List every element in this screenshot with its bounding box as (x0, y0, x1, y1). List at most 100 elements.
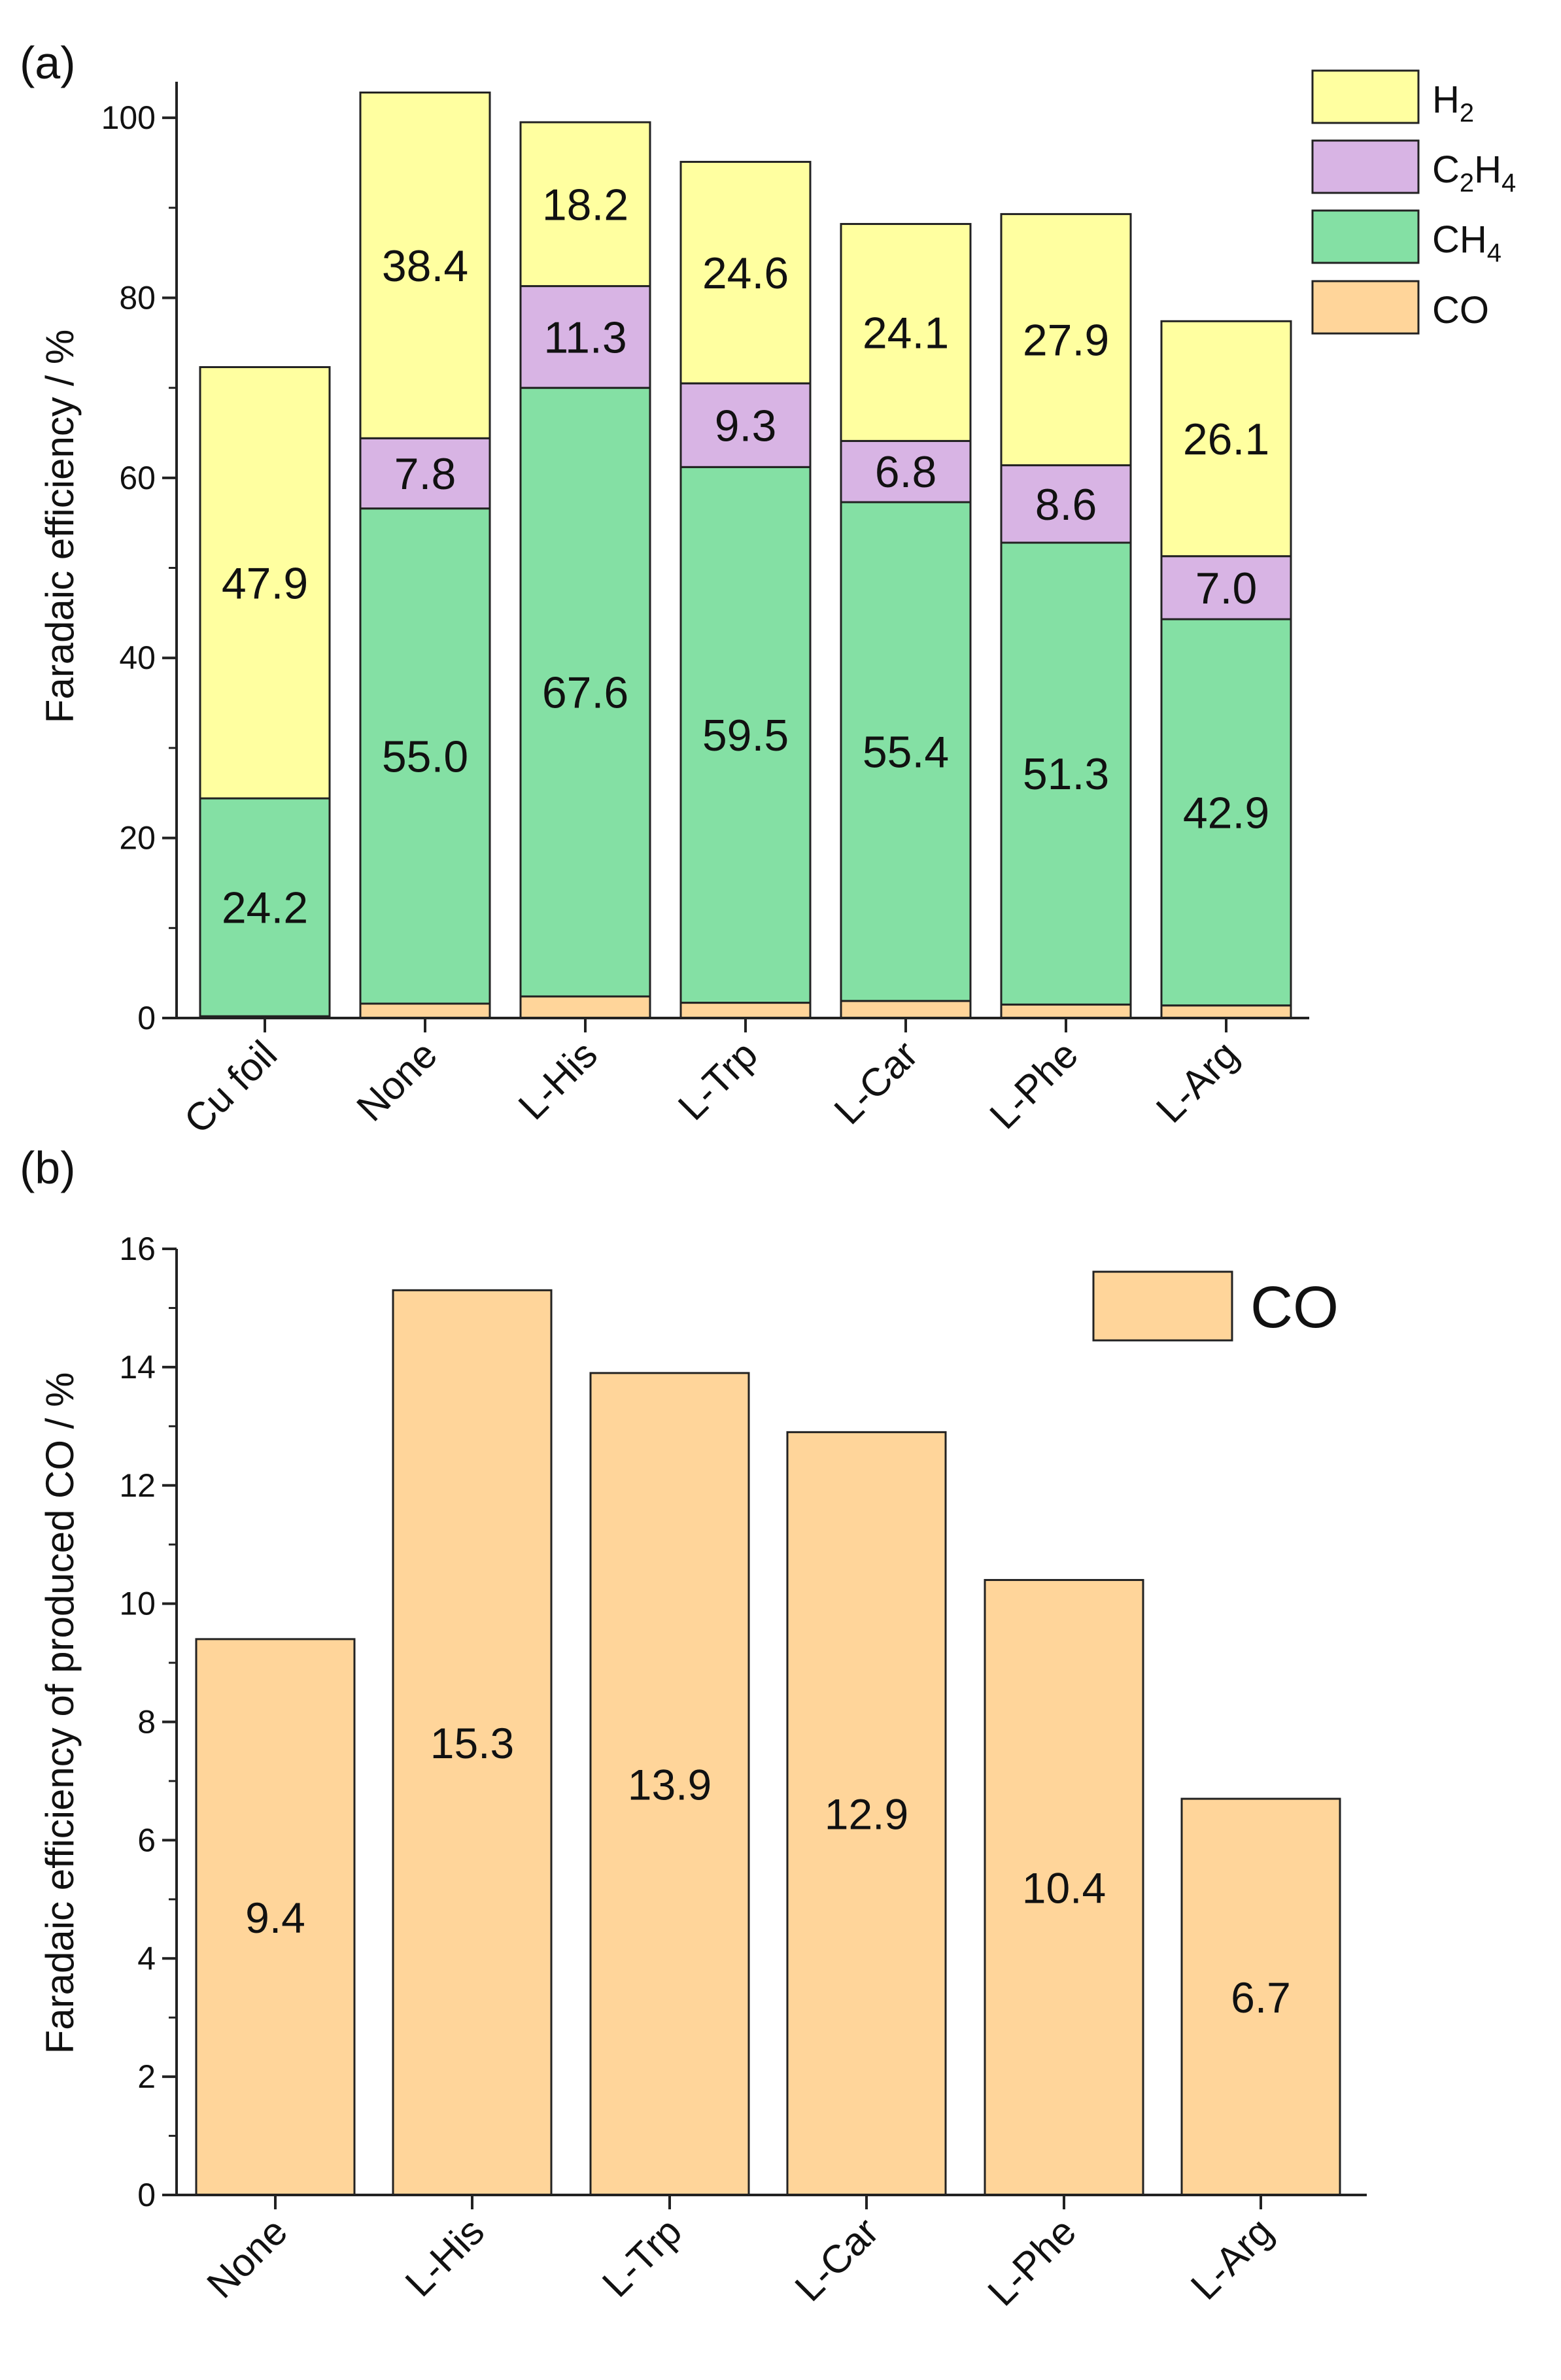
panel-a-y-tick-label: 60 (119, 460, 156, 496)
bar-co-l-car (786, 1431, 947, 2196)
bar-c2h4-l-his (519, 285, 651, 389)
panel-b-y-ticks: 0 2 4 6 8 10 12 14 16 (119, 1231, 177, 2213)
data-label-c2h4-l-car: 6.8 (875, 447, 937, 497)
data-label-h2-l-car: 24.1 (863, 308, 949, 358)
bar-co-l-car (840, 1000, 972, 1019)
panel-a-y-ticks: 0 20 40 60 80 100 (101, 99, 177, 1036)
bar-co-l-arg (1180, 1797, 1341, 2196)
panel-b-y-tick-label: 0 (137, 2177, 156, 2213)
panel-a-x-tick-label-l-car: L-Car (826, 1032, 926, 1132)
data-label-h2-none: 38.4 (382, 241, 468, 291)
bar-h2-l-his (519, 121, 651, 288)
data-label-h2-l-trp: 24.6 (702, 248, 789, 298)
panel-b-x-tick-label-l-arg: L-Arg (1182, 2209, 1281, 2308)
bar-co-l-his (392, 1289, 553, 2196)
bar-h2-l-arg (1160, 320, 1292, 558)
bar-ch4-l-arg (1160, 618, 1292, 1007)
bar-co-none (195, 1638, 356, 2196)
panel-b-y-tick-label: 14 (119, 1349, 156, 1386)
panel-b-y-tick-label: 10 (119, 1586, 156, 1622)
data-label-ch4-l-arg: 42.9 (1183, 788, 1269, 838)
panel-a-y-tick-label: 80 (119, 279, 156, 316)
panel-b-data-labels: 9.4 15.3 13.9 12.9 10.4 6.7 (245, 1719, 1291, 2022)
bar-co-none (359, 1002, 491, 1019)
data-label-co-l-phe: 10.4 (1022, 1864, 1106, 1912)
legend-swatch-co-b (1092, 1270, 1233, 1342)
bar-h2-l-phe (1000, 212, 1132, 467)
panel-b-label: (b) (20, 1142, 76, 1193)
data-label-ch4-l-car: 55.4 (863, 727, 949, 777)
panel-a-y-axis-title: Faradaic efficiency / % (38, 330, 82, 724)
data-label-c2h4-l-phe: 8.6 (1035, 480, 1097, 530)
data-label-ch4-none: 55.0 (382, 732, 468, 781)
panel-b-x-tick-label-none: None (198, 2209, 296, 2307)
data-label-co-l-car: 12.9 (825, 1790, 908, 1839)
legend-label-ch4: CH4 (1432, 218, 1501, 267)
panel-b-y-tick-label: 2 (137, 2058, 156, 2095)
panel-a-bars (199, 92, 1292, 1019)
panel-b-legend: CO (1092, 1270, 1339, 1342)
data-label-h2-cu-foil: 47.9 (222, 558, 308, 608)
data-label-h2-l-phe: 27.9 (1023, 315, 1109, 365)
bar-ch4-l-his (519, 386, 651, 998)
panel-a: (a) Faradaic efficiency / % 24.2 55.0 67.6… (20, 37, 1516, 1142)
data-label-c2h4-none: 7.8 (394, 449, 456, 499)
legend-label-c2h4: C2H4 (1432, 148, 1516, 197)
legend-swatch-co (1311, 280, 1420, 335)
panel-a-x-tick-label-l-trp: L-Trp (670, 1032, 766, 1129)
panel-a-x-tick-label-cu-foil: Cu foil (176, 1032, 286, 1142)
panel-a-x-tick-label-l-phe: L-Phe (982, 1032, 1087, 1138)
panel-b: (b) Faradaic efficiency of produced CO /… (20, 1142, 1367, 2314)
panel-a-y-tick-label: 40 (119, 639, 156, 676)
bar-ch4-l-trp (679, 466, 812, 1004)
legend-label-h2: H2 (1432, 78, 1474, 128)
bar-co-l-phe (1000, 1003, 1132, 1019)
data-label-co-l-his: 15.3 (430, 1719, 514, 1767)
panel-b-x-tick-label-l-car: L-Car (787, 2209, 887, 2309)
bar-co-l-his (519, 995, 651, 1019)
data-label-ch4-cu-foil: 24.2 (222, 883, 308, 933)
panel-b-x-tick-label-l-trp: L-Trp (594, 2209, 690, 2305)
bar-h2-l-car (840, 223, 972, 442)
panel-a-label: (a) (20, 37, 76, 88)
data-label-co-none: 9.4 (245, 1894, 305, 1942)
legend-label-co: CO (1432, 289, 1489, 332)
panel-a-x-tick-label-none: None (348, 1032, 445, 1130)
bar-h2-cu-foil (199, 366, 331, 800)
bar-c2h4-l-car (840, 439, 972, 503)
data-label-c2h4-l-his: 11.3 (543, 313, 626, 362)
data-label-ch4-l-trp: 59.5 (702, 711, 789, 760)
data-label-c2h4-l-arg: 7.0 (1195, 564, 1258, 613)
bar-h2-l-trp (679, 161, 812, 384)
panel-b-y-tick-label: 6 (137, 1822, 156, 1858)
bar-c2h4-none (359, 437, 491, 510)
panel-b-x-ticks: None L-His L-Trp L-Car L-Phe L-Arg (198, 2195, 1281, 2314)
legend-swatch-ch4 (1311, 209, 1420, 264)
panel-b-y-tick-label: 8 (137, 1704, 156, 1741)
data-label-h2-l-arg: 26.1 (1183, 415, 1269, 464)
data-label-co-l-arg: 6.7 (1231, 1973, 1291, 2022)
panel-a-x-ticks: Cu foil None L-His L-Trp L-Car L-Phe L-Arg (176, 1018, 1246, 1142)
data-label-ch4-l-phe: 51.3 (1023, 749, 1109, 799)
bar-co-l-trp (589, 1372, 750, 2196)
bar-co-l-trp (679, 1002, 812, 1019)
panel-b-x-tick-label-l-his: L-His (397, 2209, 492, 2305)
bar-co-l-arg (1160, 1004, 1292, 1019)
panel-a-x-tick-label-l-his: L-His (510, 1032, 606, 1128)
data-label-ch4-l-his: 67.6 (542, 668, 628, 718)
panel-a-y-tick-label: 100 (101, 99, 156, 136)
data-label-c2h4-l-trp: 9.3 (715, 401, 777, 450)
bar-c2h4-l-trp (679, 382, 812, 468)
panel-b-y-tick-label: 12 (119, 1467, 156, 1504)
panel-b-bars (195, 1289, 1341, 2196)
panel-a-legend: H2 C2H4 CH4 CO (1311, 69, 1516, 335)
legend-swatch-c2h4 (1311, 139, 1420, 194)
panel-b-y-axis-title: Faradaic efficiency of produced CO / % (38, 1372, 82, 2054)
panel-b-x-tick-label-l-phe: L-Phe (980, 2209, 1085, 2315)
bar-ch4-l-phe (1000, 541, 1132, 1006)
panel-a-x-tick-label-l-arg: L-Arg (1148, 1032, 1246, 1131)
legend-swatch-h2 (1311, 69, 1420, 124)
legend-label-co-b: CO (1250, 1275, 1339, 1340)
panel-a-y-tick-label: 20 (119, 820, 156, 857)
